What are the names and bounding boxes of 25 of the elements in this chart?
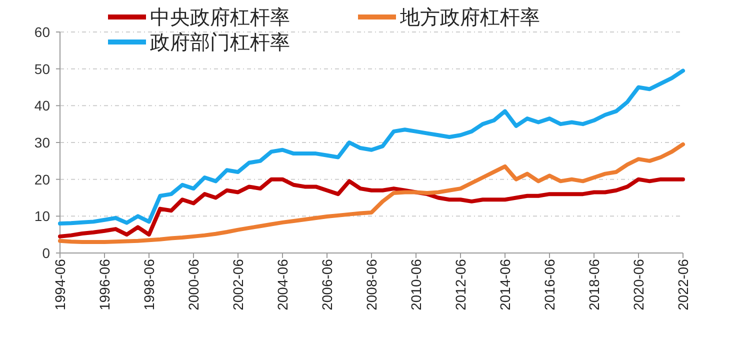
y-tick-label: 0 bbox=[42, 245, 50, 261]
x-tick-label: 2006-06 bbox=[319, 258, 335, 310]
x-tick-label: 2022-06 bbox=[675, 258, 691, 310]
x-tick-label: 1998-06 bbox=[141, 258, 157, 310]
x-tick-label: 2016-06 bbox=[542, 258, 558, 310]
y-tick-label: 40 bbox=[34, 98, 50, 114]
legend-label: 政府部门杠杆率 bbox=[150, 32, 290, 54]
x-tick-label: 2020-06 bbox=[630, 258, 646, 310]
x-tick-label: 2014-06 bbox=[497, 258, 513, 310]
y-tick-label: 30 bbox=[34, 134, 50, 150]
x-tick-label: 2008-06 bbox=[364, 258, 380, 310]
x-tick-label: 1996-06 bbox=[96, 258, 112, 310]
x-tick-label: 2002-06 bbox=[230, 258, 246, 310]
x-tick-label: 2000-06 bbox=[186, 258, 202, 310]
x-tick-label: 2010-06 bbox=[408, 258, 424, 310]
legend-label: 地方政府杠杆率 bbox=[399, 6, 540, 29]
y-tick-label: 50 bbox=[34, 60, 50, 77]
legend-label: 中央政府杠杆率 bbox=[150, 7, 290, 29]
x-tick-label: 2004-06 bbox=[274, 258, 290, 310]
y-tick-label: 10 bbox=[34, 208, 50, 224]
x-tick-label: 2018-06 bbox=[586, 258, 602, 310]
x-tick-label: 2012-06 bbox=[452, 258, 468, 310]
x-tick-label: 1994-06 bbox=[52, 258, 68, 310]
y-tick-label: 60 bbox=[34, 24, 50, 40]
y-tick-label: 20 bbox=[34, 171, 50, 188]
